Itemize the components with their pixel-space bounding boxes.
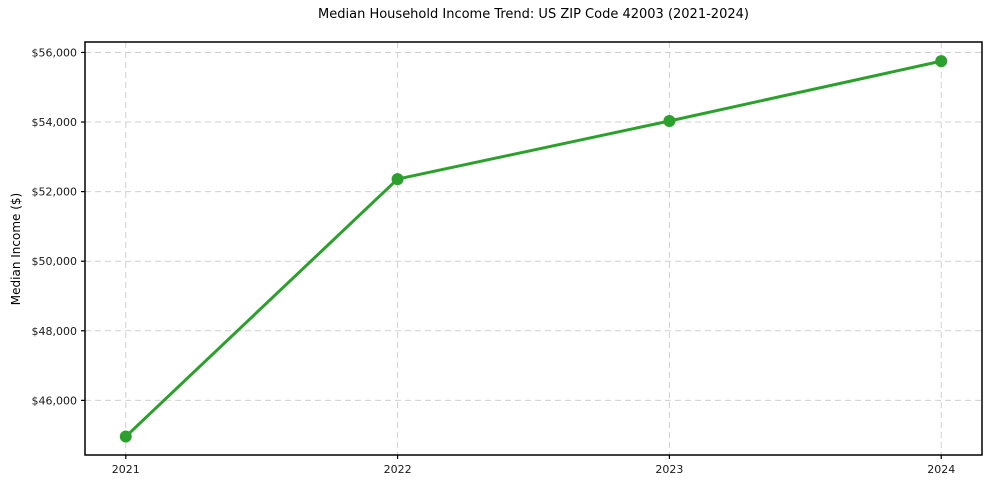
plot-area (85, 42, 982, 455)
data-point (391, 173, 404, 186)
data-point (935, 55, 948, 68)
x-tick-label: 2023 (655, 463, 683, 476)
y-tick-label: $48,000 (32, 325, 78, 338)
y-tick-label: $50,000 (32, 255, 78, 268)
y-tick-label: $52,000 (32, 186, 78, 199)
x-tick-label: 2022 (384, 463, 412, 476)
data-point (663, 114, 676, 127)
x-tick-label: 2021 (112, 463, 140, 476)
y-tick-label: $54,000 (32, 116, 78, 129)
y-tick-label: $46,000 (32, 394, 78, 407)
trend-line (124, 59, 943, 439)
y-tick-label: $56,000 (32, 46, 78, 59)
x-tick-label: 2024 (927, 463, 955, 476)
y-axis-label: Median Income ($) (9, 192, 23, 306)
data-point (119, 430, 132, 443)
plot-border (84, 41, 983, 456)
chart-title: Median Household Income Trend: US ZIP Co… (318, 7, 749, 22)
